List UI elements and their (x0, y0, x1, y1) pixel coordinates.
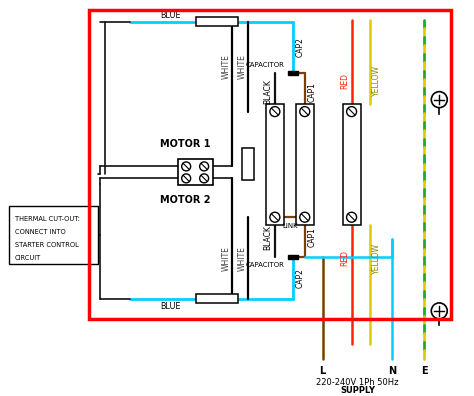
Bar (196, 295, 238, 303)
Text: MOTOR 1: MOTOR 1 (160, 139, 210, 149)
Text: BLACK: BLACK (264, 79, 273, 104)
Text: SUPPLY: SUPPLY (340, 386, 375, 395)
Bar (89, 10, 451, 319)
Text: CIRCUIT: CIRCUIT (15, 255, 41, 261)
Text: WHITE: WHITE (237, 246, 246, 270)
Bar (288, 255, 298, 259)
Bar (178, 160, 212, 185)
Text: WHITE: WHITE (237, 54, 246, 79)
Text: CAPACITOR: CAPACITOR (246, 262, 285, 268)
Bar (343, 104, 361, 225)
Text: E: E (421, 366, 428, 376)
Text: CONNECT INTO: CONNECT INTO (15, 229, 65, 235)
Text: MOTOR 2: MOTOR 2 (160, 195, 210, 205)
Text: YELLOW: YELLOW (372, 65, 381, 96)
Text: LINK: LINK (282, 223, 298, 229)
Text: CAP2: CAP2 (295, 268, 304, 288)
Text: BLACK: BLACK (264, 225, 273, 249)
Bar (288, 71, 298, 75)
Text: 220-240V 1Ph 50Hz: 220-240V 1Ph 50Hz (316, 378, 399, 387)
Text: WHITE: WHITE (221, 54, 230, 79)
Text: L: L (319, 366, 326, 376)
Bar (296, 104, 314, 225)
Text: N: N (388, 366, 397, 376)
Bar (242, 148, 254, 180)
Bar (9, 206, 99, 264)
Text: BLUE: BLUE (160, 303, 181, 311)
Text: CAP2: CAP2 (295, 37, 304, 57)
Bar (196, 17, 238, 27)
Text: CAPACITOR: CAPACITOR (246, 62, 285, 68)
Bar (266, 104, 284, 225)
Text: RED: RED (340, 250, 349, 266)
Text: CAP1: CAP1 (307, 227, 316, 247)
Text: RED: RED (340, 73, 349, 89)
Text: BLUE: BLUE (160, 11, 181, 21)
Text: CAP1: CAP1 (307, 82, 316, 102)
Text: WHITE: WHITE (221, 246, 230, 270)
Text: STARTER CONTROL: STARTER CONTROL (15, 242, 79, 248)
Text: YELLOW: YELLOW (372, 243, 381, 274)
Text: THERMAL CUT-OUT:: THERMAL CUT-OUT: (15, 216, 80, 222)
